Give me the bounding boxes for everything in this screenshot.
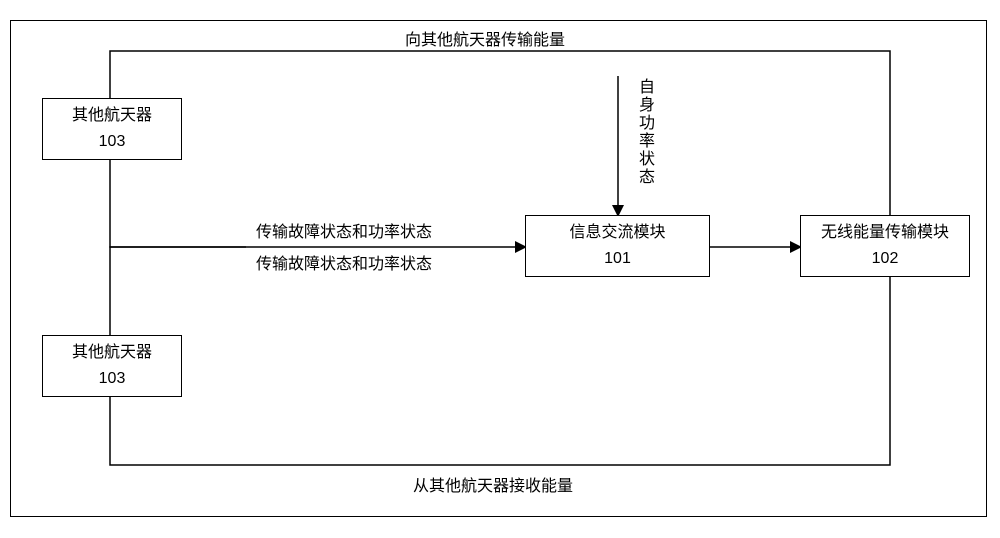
node-label: 信息交流模块 <box>569 220 665 246</box>
node-id: 102 <box>872 246 899 272</box>
node-label: 其他航天器 <box>72 103 152 129</box>
node-id: 103 <box>99 366 126 392</box>
node-other-spacecraft-2: 其他航天器 103 <box>42 335 182 397</box>
node-id: 101 <box>604 246 631 272</box>
node-label: 无线能量传输模块 <box>821 220 949 246</box>
edge-label-receive: 从其他航天器接收能量 <box>413 472 573 496</box>
edge-label-state-2: 传输故障状态和功率状态 <box>256 250 432 274</box>
node-label: 其他航天器 <box>72 340 152 366</box>
diagram-canvas: 其他航天器 103 其他航天器 103 信息交流模块 101 无线能量传输模块 … <box>0 0 1000 538</box>
node-id: 103 <box>99 129 126 155</box>
node-tx-module: 无线能量传输模块 102 <box>800 215 970 277</box>
edge-label-transmit: 向其他航天器传输能量 <box>405 26 565 50</box>
edge-label-state-1: 传输故障状态和功率状态 <box>256 218 432 242</box>
node-other-spacecraft-1: 其他航天器 103 <box>42 98 182 160</box>
node-info-module: 信息交流模块 101 <box>525 215 710 277</box>
edge-label-self-power: 自身功率状态 <box>632 78 656 186</box>
